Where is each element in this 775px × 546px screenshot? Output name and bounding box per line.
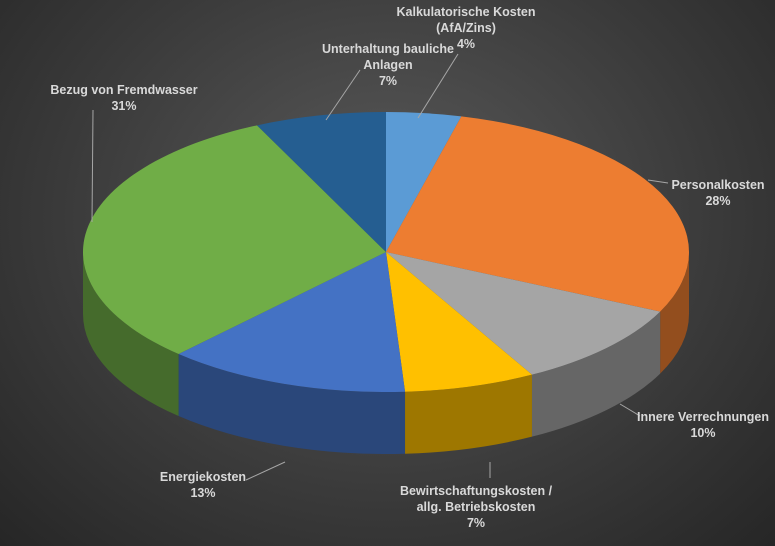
leader-line xyxy=(325,69,361,121)
value-label: 10% xyxy=(690,426,716,440)
category-label: Energiekosten xyxy=(159,470,247,484)
slice xyxy=(178,252,406,392)
category-label: Bewirtschaftungskosten / allg. Betriebsk… xyxy=(399,484,553,514)
category-label: Unterhaltung bauliche Anlagen xyxy=(322,42,454,72)
data-label: Bezug von Fremdwasser 31% xyxy=(34,82,214,114)
data-label: Energiekosten 13% xyxy=(143,469,263,501)
leader-line xyxy=(619,403,641,417)
leader-line xyxy=(647,179,669,184)
slice-side xyxy=(531,311,661,437)
slice-side xyxy=(405,374,532,454)
value-label: 31% xyxy=(111,99,137,113)
category-label: Kalkulatorische Kosten (AfA/Zins) xyxy=(396,5,536,35)
value-label: 4% xyxy=(456,37,476,51)
slice-side xyxy=(660,252,689,374)
slice xyxy=(386,116,690,312)
data-label: Kalkulatorische Kosten (AfA/Zins) 4% xyxy=(381,4,551,52)
slice xyxy=(386,112,462,252)
slice-side xyxy=(83,252,179,417)
data-label: Bewirtschaftungskosten / allg. Betriebsk… xyxy=(396,483,556,531)
slice-side xyxy=(178,354,406,454)
slice xyxy=(256,112,386,252)
value-label: 7% xyxy=(466,516,486,530)
value-label: 28% xyxy=(705,194,731,208)
category-label: Innere Verrechnungen xyxy=(637,410,769,424)
slice xyxy=(386,252,661,375)
category-label: Personalkosten xyxy=(671,178,765,192)
category-label: Bezug von Fremdwasser xyxy=(50,83,198,97)
data-label: Unterhaltung bauliche Anlagen 7% xyxy=(313,41,463,89)
value-label: 7% xyxy=(378,74,398,88)
slice xyxy=(386,252,532,392)
value-label: 13% xyxy=(190,486,216,500)
slice xyxy=(83,125,387,355)
data-label: Innere Verrechnungen 10% xyxy=(623,409,775,441)
data-label: Personalkosten 28% xyxy=(658,177,775,209)
leader-line xyxy=(245,461,286,481)
leader-line xyxy=(91,109,94,223)
leader-line xyxy=(417,53,459,119)
